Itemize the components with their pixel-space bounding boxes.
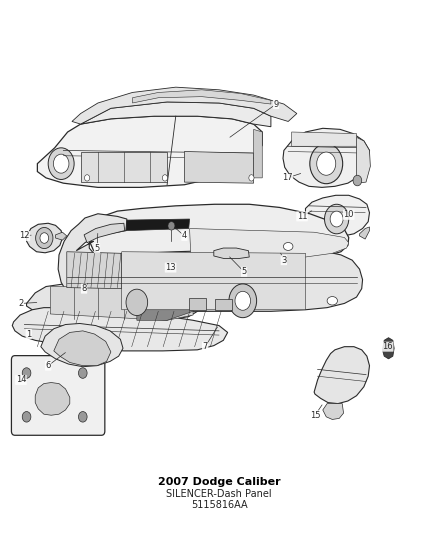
- Polygon shape: [81, 102, 271, 127]
- Polygon shape: [37, 116, 262, 188]
- Polygon shape: [357, 138, 371, 183]
- Circle shape: [22, 368, 31, 378]
- Circle shape: [22, 411, 31, 422]
- Text: 6: 6: [46, 361, 51, 370]
- Text: 17: 17: [282, 173, 293, 182]
- Polygon shape: [323, 403, 343, 419]
- Ellipse shape: [327, 296, 338, 305]
- Circle shape: [235, 292, 251, 310]
- Polygon shape: [12, 308, 228, 351]
- Ellipse shape: [283, 243, 293, 251]
- Polygon shape: [50, 287, 193, 320]
- Circle shape: [229, 284, 257, 318]
- Text: 9: 9: [273, 100, 279, 109]
- Polygon shape: [67, 252, 122, 289]
- Text: 12: 12: [19, 231, 30, 240]
- Polygon shape: [283, 128, 370, 188]
- Text: 13: 13: [165, 263, 176, 272]
- Circle shape: [85, 175, 90, 181]
- Polygon shape: [122, 252, 305, 310]
- Text: SILENCER-Dash Panel: SILENCER-Dash Panel: [166, 489, 272, 499]
- Circle shape: [35, 228, 53, 248]
- Text: 16: 16: [382, 342, 393, 351]
- Polygon shape: [314, 346, 370, 403]
- Text: 2007 Dodge Caliber: 2007 Dodge Caliber: [158, 477, 280, 487]
- Circle shape: [168, 222, 175, 230]
- Text: 5: 5: [95, 244, 100, 253]
- Text: 7: 7: [202, 342, 208, 351]
- Circle shape: [325, 204, 349, 234]
- Polygon shape: [382, 338, 394, 359]
- Polygon shape: [137, 297, 193, 320]
- Circle shape: [126, 289, 148, 316]
- Polygon shape: [184, 151, 254, 183]
- Text: 14: 14: [16, 375, 26, 384]
- Polygon shape: [360, 227, 370, 239]
- Text: 2: 2: [18, 299, 24, 308]
- Polygon shape: [72, 87, 297, 124]
- Polygon shape: [54, 331, 111, 366]
- Circle shape: [317, 152, 336, 175]
- Text: 1: 1: [26, 329, 32, 338]
- Text: 4: 4: [182, 231, 187, 240]
- Text: 5: 5: [241, 267, 247, 276]
- FancyBboxPatch shape: [11, 356, 105, 435]
- Polygon shape: [189, 298, 206, 310]
- Text: 15: 15: [310, 411, 320, 420]
- Text: 10: 10: [343, 211, 354, 219]
- Polygon shape: [35, 383, 70, 415]
- Circle shape: [53, 154, 69, 173]
- Polygon shape: [27, 223, 63, 253]
- Polygon shape: [41, 324, 123, 367]
- Circle shape: [78, 368, 87, 378]
- Polygon shape: [254, 130, 262, 178]
- Text: 11: 11: [297, 212, 307, 221]
- Circle shape: [330, 211, 343, 227]
- Circle shape: [162, 175, 168, 181]
- Circle shape: [78, 411, 87, 422]
- Polygon shape: [133, 90, 271, 104]
- Circle shape: [353, 175, 362, 186]
- Text: 8: 8: [81, 284, 87, 293]
- Polygon shape: [215, 299, 232, 310]
- Circle shape: [40, 233, 49, 243]
- Polygon shape: [126, 219, 190, 231]
- Circle shape: [310, 143, 343, 184]
- Polygon shape: [305, 195, 370, 236]
- Polygon shape: [81, 151, 167, 182]
- Polygon shape: [292, 132, 357, 146]
- Polygon shape: [84, 223, 125, 243]
- Polygon shape: [56, 232, 67, 240]
- Polygon shape: [214, 248, 249, 259]
- Polygon shape: [58, 214, 363, 311]
- Circle shape: [249, 175, 254, 181]
- Polygon shape: [27, 284, 202, 322]
- Polygon shape: [190, 229, 349, 260]
- Circle shape: [48, 148, 74, 180]
- Text: 5115816AA: 5115816AA: [191, 500, 247, 510]
- Polygon shape: [90, 204, 349, 261]
- Text: 3: 3: [281, 256, 286, 265]
